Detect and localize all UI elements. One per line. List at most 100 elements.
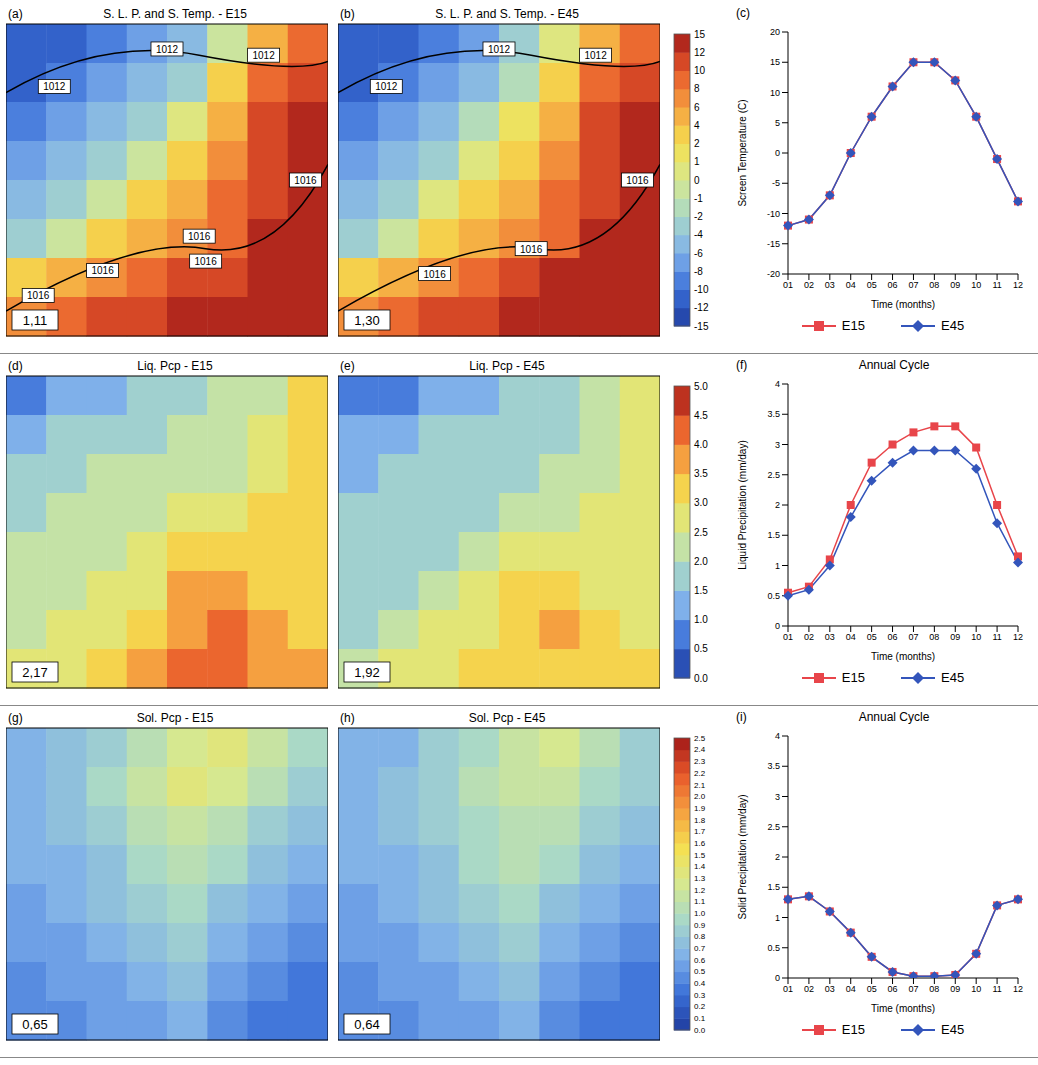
svg-text:11: 11 (992, 280, 1001, 290)
svg-text:0.2: 0.2 (694, 1002, 706, 1011)
svg-text:0: 0 (775, 148, 780, 158)
svg-text:12: 12 (1013, 632, 1023, 642)
svg-text:1012: 1012 (488, 44, 511, 55)
svg-text:-15: -15 (767, 239, 780, 249)
svg-text:1012: 1012 (156, 44, 179, 55)
svg-text:07: 07 (908, 984, 918, 994)
svg-text:Time (months): Time (months) (871, 651, 935, 662)
svg-text:Time (months): Time (months) (871, 1003, 935, 1014)
svg-text:0.5: 0.5 (694, 967, 706, 976)
svg-text:-8: -8 (694, 266, 703, 277)
svg-text:04: 04 (846, 632, 856, 642)
svg-text:1016: 1016 (188, 231, 211, 242)
svg-text:-5: -5 (772, 178, 780, 188)
svg-text:-10: -10 (767, 209, 780, 219)
svg-text:0.6: 0.6 (694, 956, 706, 965)
svg-text:1.7: 1.7 (694, 827, 706, 836)
svg-text:-12: -12 (694, 302, 709, 313)
svg-text:20: 20 (770, 27, 780, 37)
svg-text:-4: -4 (694, 229, 703, 240)
svg-text:3: 3 (775, 792, 780, 802)
svg-text:0.3: 0.3 (694, 991, 706, 1000)
svg-text:11: 11 (992, 984, 1001, 994)
svg-text:1,11: 1,11 (23, 313, 47, 328)
svg-text:1,30: 1,30 (354, 313, 379, 328)
svg-text:2.3: 2.3 (694, 757, 706, 766)
svg-text:0.1: 0.1 (694, 1014, 706, 1023)
svg-text:2: 2 (775, 500, 780, 510)
svg-text:12: 12 (694, 47, 706, 58)
svg-text:1.5: 1.5 (694, 851, 706, 860)
svg-text:05: 05 (867, 984, 877, 994)
svg-text:04: 04 (846, 984, 856, 994)
svg-text:2.4: 2.4 (694, 745, 706, 754)
svg-text:01: 01 (783, 280, 793, 290)
svg-text:1,92: 1,92 (354, 665, 379, 680)
svg-text:1.1: 1.1 (694, 897, 706, 906)
svg-text:09: 09 (950, 632, 960, 642)
svg-text:06: 06 (888, 280, 898, 290)
svg-text:08: 08 (929, 280, 939, 290)
svg-text:2: 2 (694, 138, 700, 149)
svg-text:08: 08 (929, 632, 939, 642)
svg-text:1.9: 1.9 (694, 804, 706, 813)
svg-text:12: 12 (1013, 984, 1023, 994)
svg-text:S. L. P. and S. Temp. - E45: S. L. P. and S. Temp. - E45 (435, 7, 579, 21)
svg-text:1016: 1016 (626, 175, 649, 186)
svg-text:0.4: 0.4 (694, 979, 706, 988)
svg-text:-2: -2 (694, 211, 703, 222)
svg-text:10: 10 (770, 88, 780, 98)
svg-text:8: 8 (694, 83, 700, 94)
svg-text:01: 01 (783, 984, 793, 994)
svg-text:0: 0 (775, 621, 780, 631)
svg-text:09: 09 (950, 280, 960, 290)
svg-text:0: 0 (775, 973, 780, 983)
svg-text:02: 02 (804, 632, 814, 642)
svg-text:03: 03 (825, 280, 835, 290)
svg-text:07: 07 (908, 632, 918, 642)
svg-text:08: 08 (929, 984, 939, 994)
svg-text:10: 10 (971, 984, 981, 994)
svg-text:1: 1 (775, 913, 780, 923)
svg-text:02: 02 (804, 984, 814, 994)
svg-text:10: 10 (971, 632, 981, 642)
svg-text:4.0: 4.0 (694, 439, 708, 450)
svg-text:15: 15 (770, 57, 780, 67)
svg-text:1.4: 1.4 (694, 862, 706, 871)
svg-text:Liq. Pcp - E15: Liq. Pcp - E15 (137, 359, 213, 373)
svg-text:3.5: 3.5 (767, 409, 780, 419)
svg-text:2.1: 2.1 (694, 781, 706, 790)
svg-text:3.0: 3.0 (694, 497, 708, 508)
svg-text:1.3: 1.3 (694, 874, 706, 883)
svg-text:07: 07 (908, 280, 918, 290)
svg-text:2: 2 (775, 852, 780, 862)
svg-text:3.5: 3.5 (694, 468, 708, 479)
svg-text:0.0: 0.0 (694, 1026, 706, 1035)
svg-text:Liquid Precipitation (mm/day): Liquid Precipitation (mm/day) (737, 440, 748, 570)
svg-text:06: 06 (888, 984, 898, 994)
svg-text:10: 10 (694, 65, 706, 76)
svg-text:Screen Temperature (C): Screen Temperature (C) (737, 99, 748, 206)
svg-text:1: 1 (694, 156, 700, 167)
svg-text:-15: -15 (694, 321, 709, 332)
svg-text:1012: 1012 (43, 81, 66, 92)
svg-text:1012: 1012 (252, 50, 275, 61)
svg-text:-6: -6 (694, 248, 703, 259)
svg-text:2.5: 2.5 (694, 734, 706, 743)
svg-text:1016: 1016 (423, 269, 446, 280)
svg-text:(e): (e) (340, 359, 355, 373)
svg-text:0.5: 0.5 (694, 643, 708, 654)
svg-text:-20: -20 (767, 269, 780, 279)
svg-text:1.0: 1.0 (694, 614, 708, 625)
svg-text:0: 0 (694, 175, 700, 186)
svg-text:2.0: 2.0 (694, 792, 706, 801)
svg-text:1.0: 1.0 (694, 909, 706, 918)
svg-text:Sol. Pcp - E45: Sol. Pcp - E45 (469, 711, 546, 725)
svg-text:Time (months): Time (months) (871, 299, 935, 310)
svg-text:1016: 1016 (195, 256, 218, 267)
svg-text:2,17: 2,17 (22, 665, 47, 680)
svg-text:Liq. Pcp - E45: Liq. Pcp - E45 (469, 359, 545, 373)
svg-text:4: 4 (694, 120, 700, 131)
svg-text:3.5: 3.5 (767, 761, 780, 771)
svg-text:11: 11 (992, 632, 1001, 642)
